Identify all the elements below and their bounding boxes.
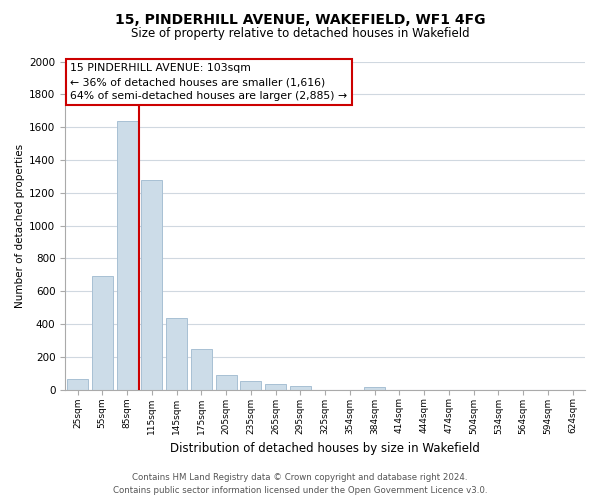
Text: Contains HM Land Registry data © Crown copyright and database right 2024.
Contai: Contains HM Land Registry data © Crown c… [113, 474, 487, 495]
X-axis label: Distribution of detached houses by size in Wakefield: Distribution of detached houses by size … [170, 442, 480, 455]
Bar [92, 276, 113, 390]
Y-axis label: Number of detached properties: Number of detached properties [15, 144, 25, 308]
Bar [191, 348, 212, 390]
Bar [364, 387, 385, 390]
Bar [240, 380, 262, 390]
Bar [67, 379, 88, 390]
Bar [290, 386, 311, 390]
Bar [116, 122, 137, 390]
Bar [141, 180, 163, 390]
Text: Size of property relative to detached houses in Wakefield: Size of property relative to detached ho… [131, 28, 469, 40]
Text: 15, PINDERHILL AVENUE, WAKEFIELD, WF1 4FG: 15, PINDERHILL AVENUE, WAKEFIELD, WF1 4F… [115, 12, 485, 26]
Text: 15 PINDERHILL AVENUE: 103sqm
← 36% of detached houses are smaller (1,616)
64% of: 15 PINDERHILL AVENUE: 103sqm ← 36% of de… [70, 63, 347, 101]
Bar [265, 384, 286, 390]
Bar [166, 318, 187, 390]
Bar [215, 375, 236, 390]
